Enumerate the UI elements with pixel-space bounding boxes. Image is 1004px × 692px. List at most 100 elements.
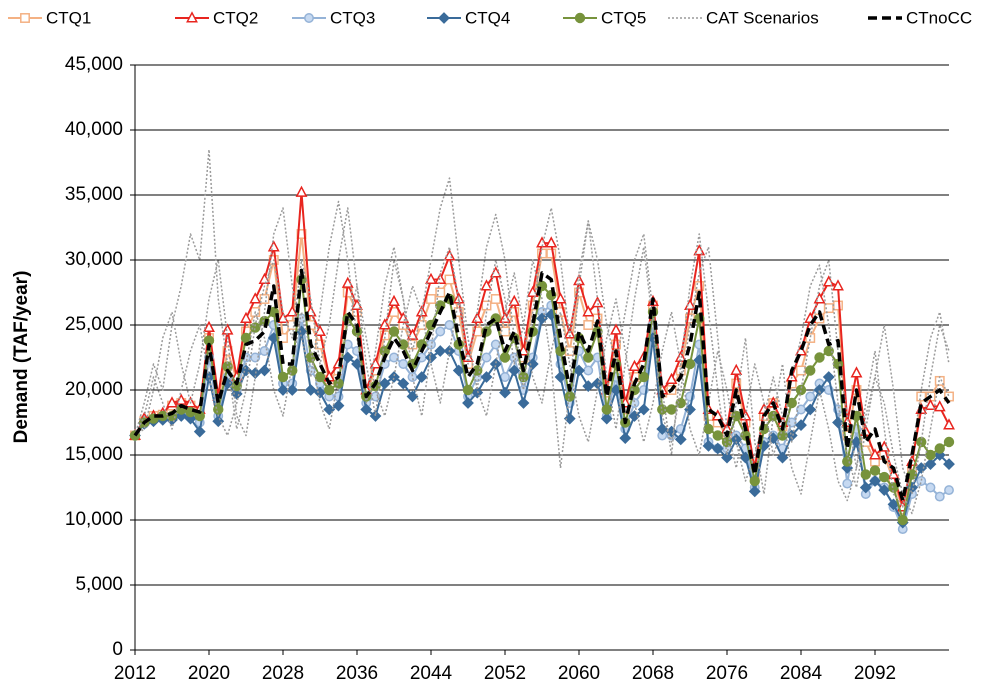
marker [832, 279, 844, 291]
marker [415, 371, 428, 383]
marker [518, 371, 529, 383]
x-tick-label: 2020 [188, 663, 230, 684]
marker [258, 364, 271, 377]
marker [314, 386, 326, 399]
marker [341, 351, 354, 364]
marker [554, 371, 567, 383]
marker [869, 475, 881, 487]
marker [776, 451, 789, 464]
marker [499, 386, 511, 399]
legend-marker [304, 13, 314, 23]
marker [583, 320, 594, 330]
marker [600, 412, 613, 425]
marker [814, 352, 825, 363]
marker [564, 391, 575, 402]
marker [378, 377, 391, 390]
marker [286, 384, 299, 396]
marker [526, 358, 539, 370]
marker [481, 352, 492, 363]
marker [444, 320, 455, 330]
marker [796, 365, 806, 376]
marker [721, 451, 733, 464]
marker [287, 365, 298, 376]
y-tick-label: 0 [112, 639, 123, 660]
marker [480, 279, 493, 291]
marker [490, 294, 501, 304]
marker [230, 387, 243, 400]
x-tick-label: 2052 [484, 663, 526, 684]
marker [546, 248, 557, 259]
series-line [133, 268, 951, 503]
legend-label: CTnoCC [906, 8, 972, 27]
y-tick-label: 10,000 [65, 509, 123, 530]
marker [425, 272, 437, 284]
marker [286, 305, 299, 317]
marker [666, 404, 677, 415]
marker [435, 326, 446, 337]
marker [462, 350, 474, 362]
legend-marker [574, 12, 586, 24]
marker [805, 365, 816, 376]
marker [943, 436, 955, 448]
marker [379, 330, 390, 341]
marker [166, 396, 178, 408]
marker [499, 352, 511, 363]
marker [378, 318, 391, 330]
x-tick-label: 2092 [854, 663, 896, 684]
marker [805, 333, 816, 343]
y-tick-label: 5,000 [75, 574, 123, 595]
marker [388, 371, 400, 383]
marker [554, 292, 567, 304]
marker [674, 433, 687, 446]
legend-label: CAT Scenarios [706, 8, 819, 27]
marker [703, 423, 714, 435]
marker [398, 359, 409, 369]
x-tick-label: 2084 [780, 663, 823, 684]
marker [943, 418, 955, 430]
marker [489, 358, 502, 370]
marker [203, 320, 215, 333]
marker [324, 384, 335, 396]
marker [823, 303, 834, 314]
marker [850, 366, 863, 378]
marker [462, 384, 474, 396]
marker [601, 404, 612, 415]
x-tick-label: 2076 [706, 663, 748, 684]
marker [240, 311, 252, 323]
marker [860, 469, 871, 480]
y-tick-label: 40,000 [65, 119, 123, 140]
marker [887, 467, 900, 479]
marker [426, 294, 436, 304]
y-tick-label: 30,000 [65, 249, 123, 270]
marker [859, 481, 872, 494]
y-tick-label: 45,000 [65, 54, 123, 75]
marker [888, 482, 899, 493]
y-tick-label: 35,000 [65, 184, 123, 205]
marker [924, 398, 937, 411]
marker [675, 397, 686, 409]
legend-marker [438, 12, 450, 24]
marker [452, 292, 465, 304]
marker [462, 397, 474, 409]
marker [869, 465, 881, 476]
marker [509, 307, 520, 317]
marker [526, 285, 539, 297]
legend-label: CTQ2 [213, 8, 258, 27]
marker [813, 384, 826, 396]
marker [638, 371, 649, 383]
marker [389, 352, 399, 363]
marker [804, 403, 817, 416]
marker [517, 344, 530, 356]
marker [795, 384, 807, 396]
marker [925, 482, 936, 493]
y-tick-label: 25,000 [65, 314, 123, 335]
marker [277, 371, 289, 383]
marker [388, 326, 400, 337]
marker [869, 448, 881, 460]
marker [833, 300, 843, 311]
marker [360, 403, 373, 416]
marker [637, 403, 650, 416]
marker [785, 370, 798, 382]
marker [916, 476, 927, 486]
